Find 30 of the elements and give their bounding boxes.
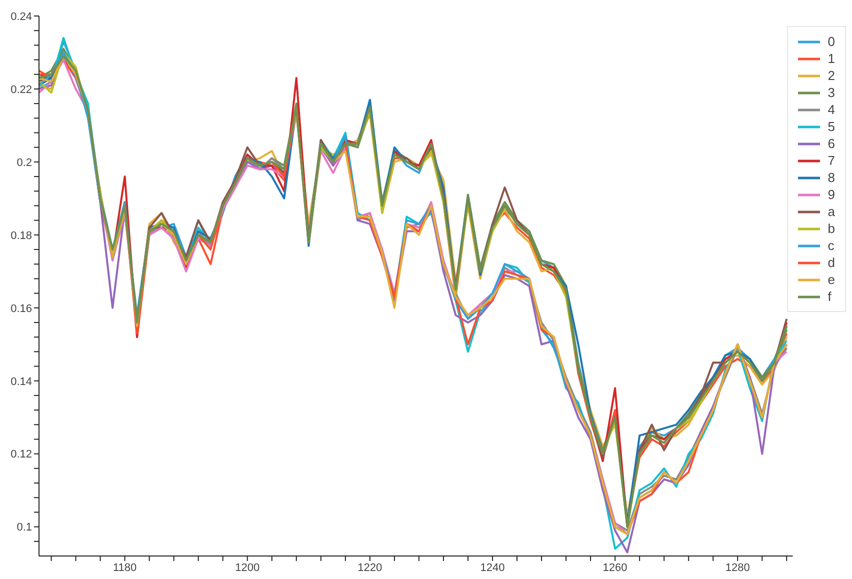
legend-label: e — [828, 272, 835, 287]
y-tick-label: 0.2 — [16, 156, 32, 169]
legend-label: d — [828, 255, 835, 270]
legend-label: 4 — [828, 102, 835, 117]
legend-label: 9 — [828, 187, 835, 202]
legend-label: c — [828, 238, 834, 253]
x-tick-label: 1220 — [358, 562, 382, 574]
x-tick-label: 1200 — [235, 562, 260, 574]
y-tick-label: 0.18 — [10, 230, 32, 242]
y-tick-label: 0.14 — [10, 376, 32, 388]
legend-label: b — [828, 221, 835, 236]
y-tick-label: 0.12 — [10, 448, 32, 461]
y-tick-label: 0.22 — [10, 84, 32, 96]
legend-label: 7 — [828, 153, 835, 168]
x-tick-label: 1180 — [112, 562, 137, 574]
legend-label: f — [828, 289, 832, 304]
y-tick-label: 0.16 — [10, 302, 32, 315]
legend-label: 5 — [828, 119, 835, 134]
legend-label: 3 — [828, 85, 835, 100]
y-tick-label: 0.24 — [10, 10, 32, 23]
legend-label: 8 — [828, 170, 835, 185]
x-tick-label: 1260 — [602, 562, 628, 574]
legend-label: 6 — [828, 136, 835, 151]
legend-label: 2 — [828, 68, 835, 83]
x-tick-label: 1240 — [480, 562, 505, 574]
legend-label: 1 — [828, 51, 835, 66]
x-tick-label: 1280 — [725, 562, 750, 574]
legend-label: a — [828, 204, 835, 219]
legend-label: 0 — [828, 34, 835, 49]
y-tick-label: 0.1 — [16, 522, 32, 534]
